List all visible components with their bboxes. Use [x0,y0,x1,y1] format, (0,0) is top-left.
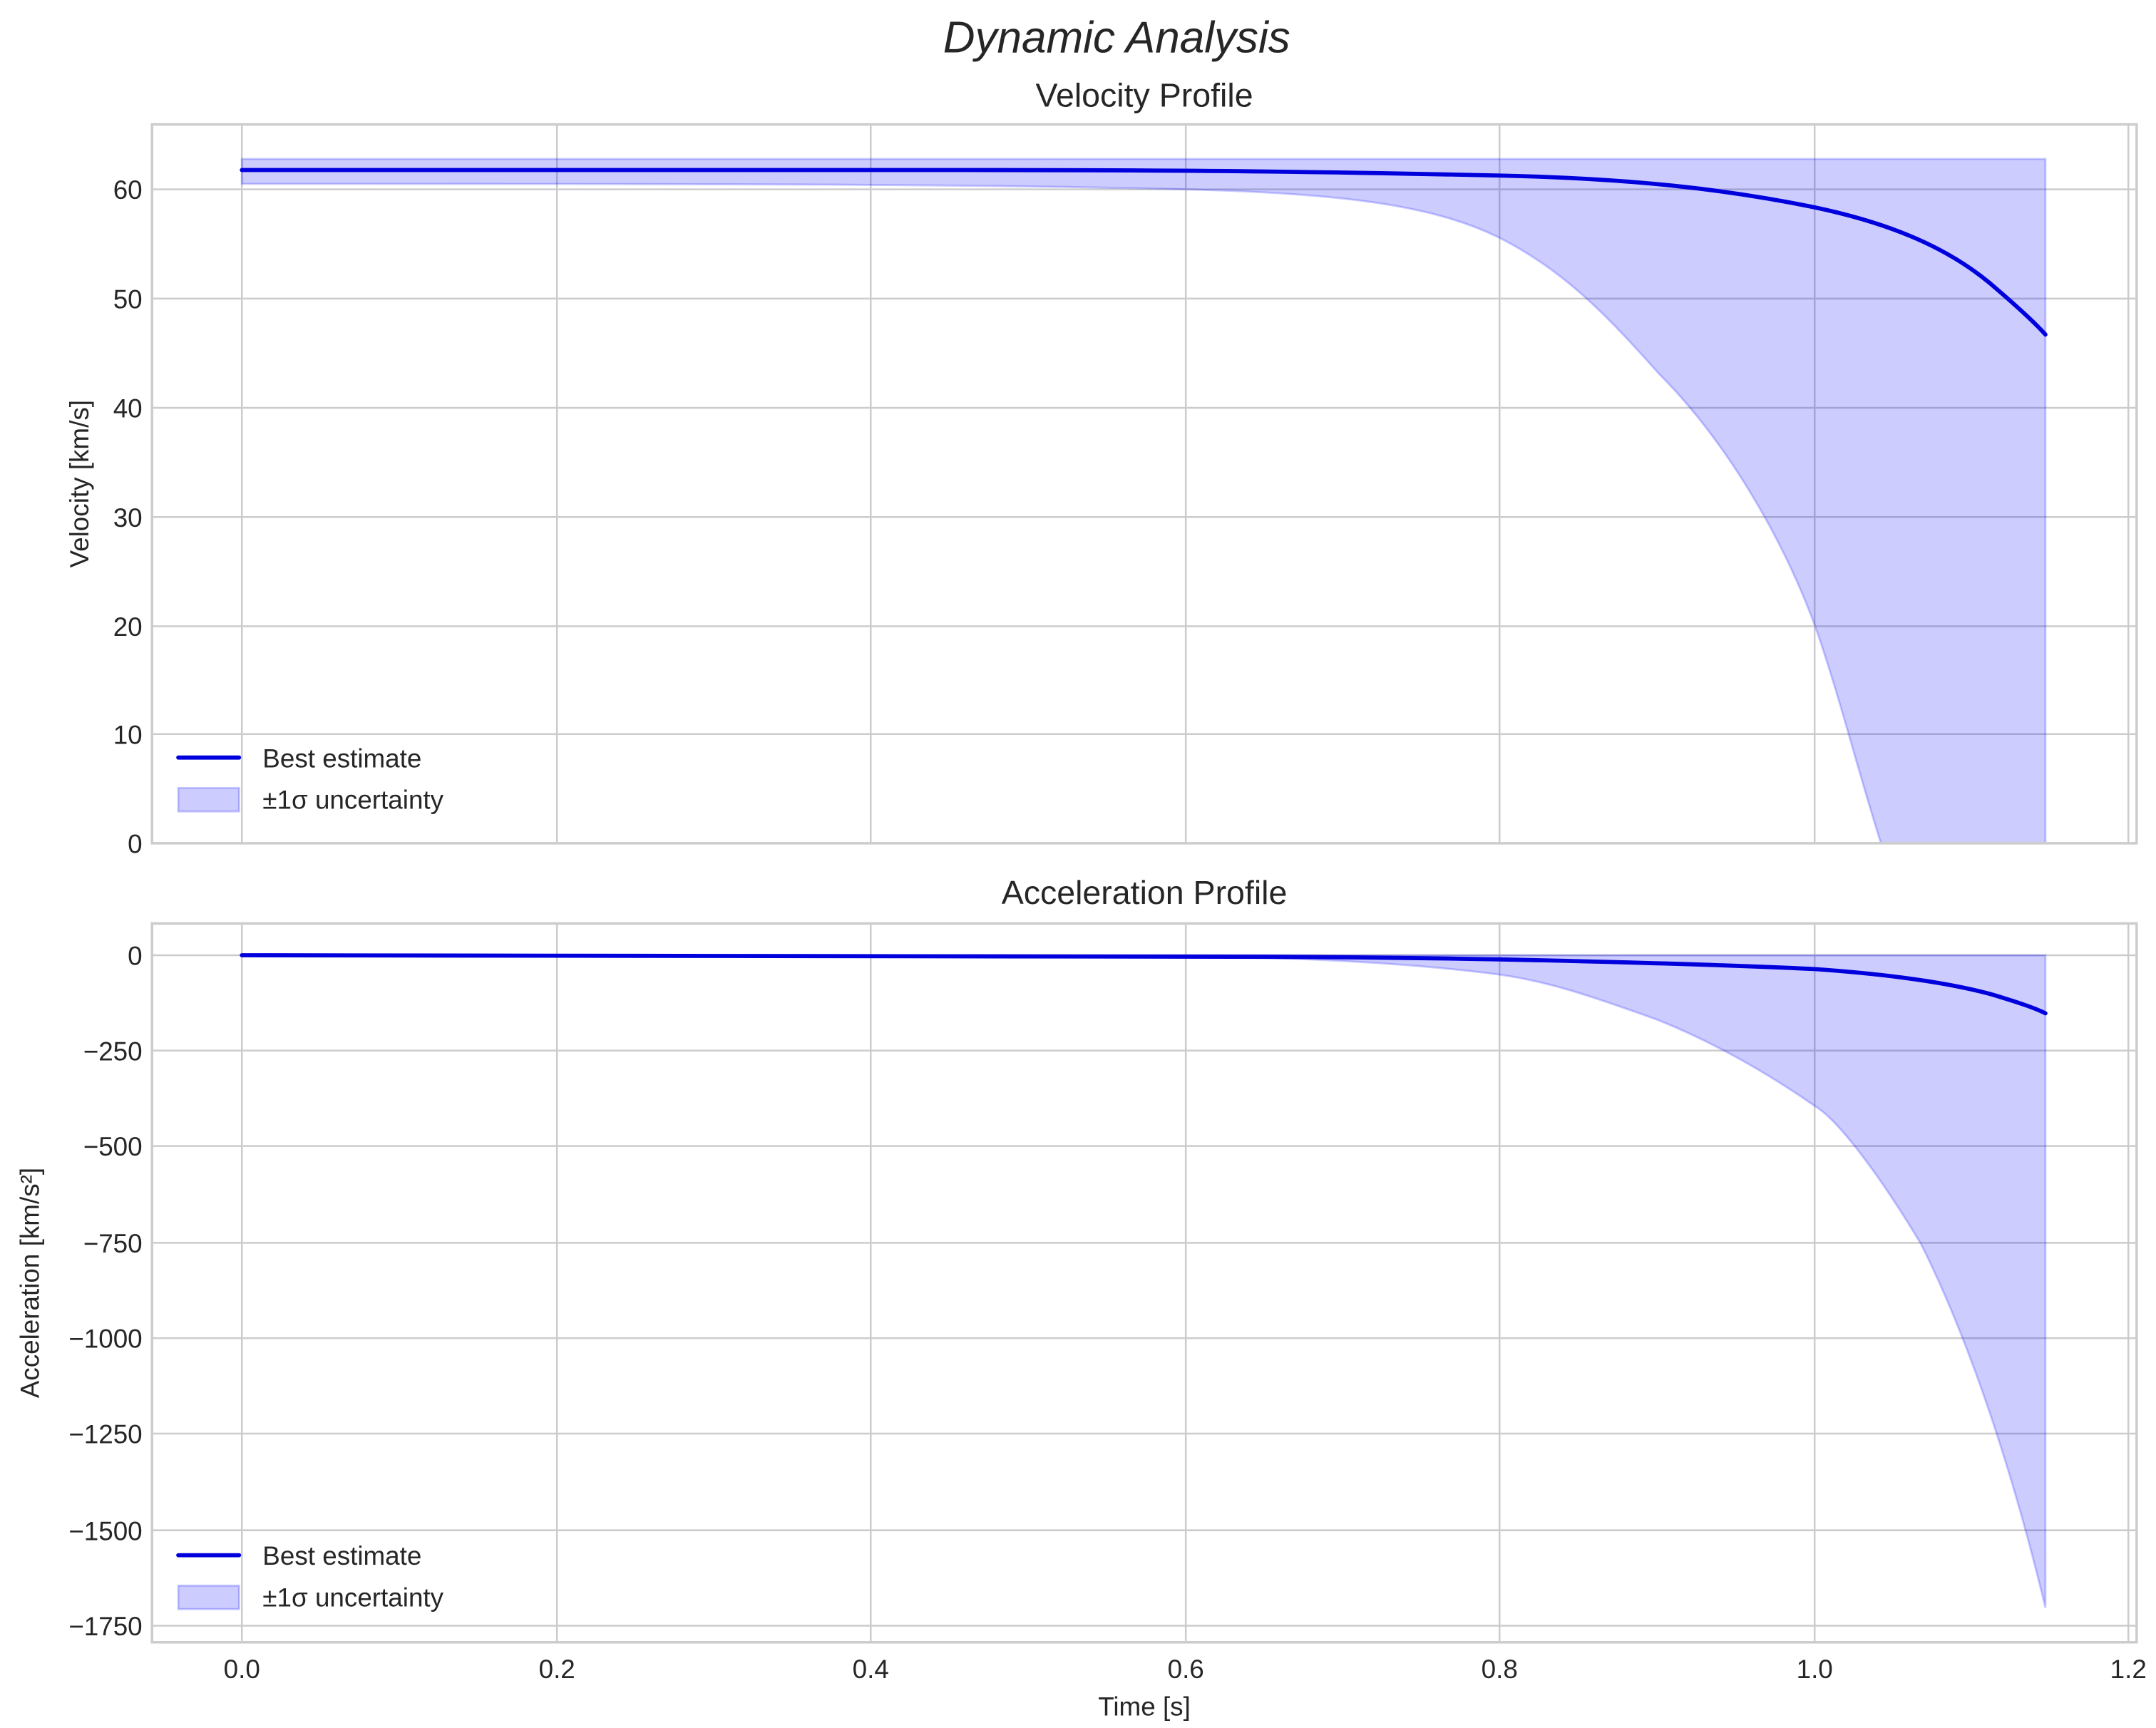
legend-band-swatch [177,786,240,813]
acceleration-ytick: −750 [83,1229,143,1258]
velocity-ytick: 40 [113,394,143,423]
xtick: 1.0 [1797,1655,1833,1684]
velocity-ytick: 60 [113,175,143,205]
xtick: 1.2 [2110,1655,2147,1684]
acceleration-panel: Acceleration Profile 0 −250 [15,874,2147,1721]
velocity-y-axis-label: Velocity [km/s] [65,400,94,567]
velocity-ytick: 10 [113,720,143,749]
acceleration-gridlines [152,923,2137,1642]
acceleration-ytick: −1000 [68,1325,142,1354]
acceleration-ytick: −1500 [68,1516,142,1546]
acceleration-best-estimate-line [240,953,2048,1016]
velocity-legend-line-label: Best estimate [262,744,421,773]
acceleration-ytick: −1750 [68,1612,142,1641]
acceleration-legend-line-label: Best estimate [262,1541,421,1570]
velocity-panel-title: Velocity Profile [1036,76,1253,113]
acceleration-panel-title: Acceleration Profile [1002,874,1288,911]
velocity-ytick: 50 [113,284,143,314]
acceleration-ytick: −250 [83,1037,143,1066]
velocity-legend-band-label: ±1σ uncertainty [262,785,443,814]
acceleration-legend-band-label: ±1σ uncertainty [262,1583,443,1612]
velocity-ytick: 0 [128,829,142,858]
xtick: 0.4 [853,1655,889,1684]
velocity-gridlines [152,124,2137,843]
xtick: 0.8 [1482,1655,1518,1684]
velocity-legend: Best estimate ±1σ uncertainty [176,744,444,814]
legend-band-swatch [177,1584,240,1610]
acceleration-y-ticks: 0 −250 −500 −750 −1000 −1250 −1500 −1750 [68,942,142,1642]
velocity-panel: Velocity Profile 0 10 20 30 [65,76,2138,858]
xtick: 0.6 [1168,1655,1204,1684]
acceleration-axes-frame [150,922,2138,1644]
figure-title: Dynamic Analysis [943,14,1290,63]
velocity-uncertainty-band [240,158,2047,845]
velocity-best-estimate-line [240,168,2048,337]
velocity-ytick: 30 [113,503,143,533]
velocity-y-ticks: 0 10 20 30 40 50 60 [113,175,143,858]
xtick: 0.0 [224,1655,260,1684]
velocity-axes-frame [150,123,2138,845]
velocity-ytick: 20 [113,612,143,642]
xtick: 0.2 [539,1655,575,1684]
x-axis-label: Time [s] [1098,1692,1191,1722]
x-ticks: 0.0 0.2 0.4 0.6 0.8 1.0 1.2 [224,1655,2147,1684]
acceleration-ytick: −500 [83,1132,143,1161]
acceleration-y-axis-label: Acceleration [km/s²] [15,1168,44,1398]
acceleration-ytick: 0 [128,942,142,971]
acceleration-legend: Best estimate ±1σ uncertainty [176,1541,444,1612]
acceleration-ytick: −1250 [68,1420,142,1449]
